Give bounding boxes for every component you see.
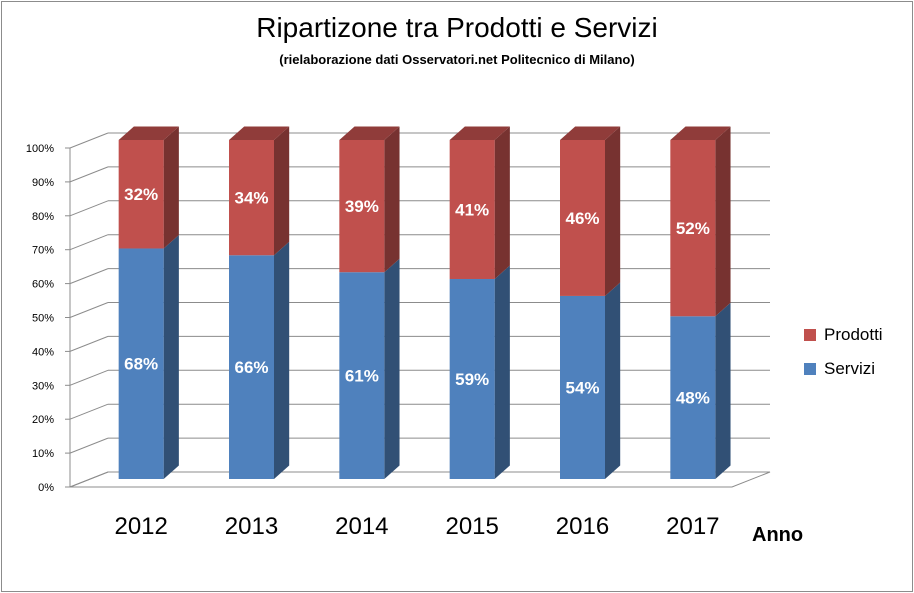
x-axis-categories: 2012 2013 2014 2015 2016 2017 xyxy=(114,513,719,540)
chart-title: Ripartizone tra Prodotti e Servizi xyxy=(256,12,658,43)
bar-side-prodotti-2017 xyxy=(715,126,731,317)
floor-outline xyxy=(69,471,771,488)
legend-label-servizi: Servizi xyxy=(824,359,876,378)
data-label-servizi-2012: 68% xyxy=(124,355,158,374)
data-label-prodotti-2013: 34% xyxy=(234,189,268,208)
bar-prodotti-2016 xyxy=(560,140,605,296)
y-tick-label: 40% xyxy=(32,346,54,358)
x-tick-label-2013: 2013 xyxy=(225,513,278,540)
y-tick-label: 70% xyxy=(32,245,54,257)
y-axis-ticks: 0% 10% 20% 30% 40% 50% 60% 70% 80% 90% 100% xyxy=(26,143,70,494)
bar-prodotti-2012 xyxy=(118,140,164,249)
y-tick-label: 30% xyxy=(32,380,54,392)
legend-item-servizi: Servizi xyxy=(804,352,883,386)
bar-prodotti-2013 xyxy=(229,140,274,256)
x-tick-label-2016: 2016 xyxy=(556,513,609,540)
y-tick-label: 20% xyxy=(32,414,54,426)
bar-top-prodotti-2014 xyxy=(339,126,400,140)
bar-servizi-2014 xyxy=(339,272,385,479)
bar-servizi-2016 xyxy=(560,295,605,479)
legend-item-prodotti: Prodotti xyxy=(804,318,883,352)
bar-side-prodotti-2016 xyxy=(605,126,621,296)
bar-side-servizi-2016 xyxy=(605,282,621,479)
bar-prodotti-2017 xyxy=(670,140,716,317)
data-label-prodotti-2016: 46% xyxy=(565,209,599,228)
y-tick-label: 100% xyxy=(26,143,54,155)
gridline-diagonal xyxy=(69,471,109,488)
gridline-diagonal xyxy=(69,369,109,386)
bar-top-prodotti-2012 xyxy=(118,126,179,140)
bar-top-prodotti-2015 xyxy=(449,126,510,140)
y-tick-label: 0% xyxy=(38,482,54,494)
bar-prodotti-2014 xyxy=(339,140,385,273)
y-tick-label: 50% xyxy=(32,313,54,325)
data-label-prodotti-2014: 39% xyxy=(345,197,379,216)
gridline-diagonal xyxy=(69,234,109,251)
bar-side-prodotti-2014 xyxy=(384,126,400,273)
data-label-prodotti-2015: 41% xyxy=(455,200,489,219)
x-tick-label-2015: 2015 xyxy=(445,513,498,540)
data-label-prodotti-2017: 52% xyxy=(676,219,710,238)
bar-top-prodotti-2016 xyxy=(560,126,621,140)
bar-side-servizi-2017 xyxy=(715,302,731,479)
y-tick-label: 60% xyxy=(32,279,54,291)
gridline-diagonal xyxy=(69,437,109,454)
chart-legend: Prodotti Servizi xyxy=(804,318,883,386)
x-tick-label-2014: 2014 xyxy=(335,513,388,540)
x-axis-label: Anno xyxy=(752,524,803,546)
legend-swatch-servizi xyxy=(804,363,816,375)
bar-side-servizi-2013 xyxy=(274,241,290,479)
chart-gridlines xyxy=(69,132,770,488)
data-label-servizi-2015: 59% xyxy=(455,370,489,389)
bar-prodotti-2015 xyxy=(449,140,495,279)
gridline-diagonal xyxy=(69,302,109,318)
x-tick-label-2017: 2017 xyxy=(666,513,719,540)
gridline-diagonal xyxy=(69,166,109,183)
y-tick-label: 80% xyxy=(32,211,54,223)
gridline-diagonal xyxy=(69,335,109,352)
data-label-servizi-2016: 54% xyxy=(565,378,599,397)
legend-swatch-prodotti xyxy=(804,329,816,341)
y-tick-label: 10% xyxy=(32,448,54,460)
bar-servizi-2013 xyxy=(229,255,274,479)
bar-top-prodotti-2013 xyxy=(229,126,290,140)
bar-side-servizi-2012 xyxy=(163,234,179,479)
data-label-servizi-2017: 48% xyxy=(676,389,710,408)
gridline-diagonal xyxy=(69,268,109,285)
bar-side-prodotti-2015 xyxy=(494,126,510,279)
bar-top-prodotti-2017 xyxy=(670,126,731,140)
bar-side-servizi-2014 xyxy=(384,258,400,479)
legend-label-prodotti: Prodotti xyxy=(824,325,883,344)
bar-side-servizi-2015 xyxy=(494,265,510,479)
x-tick-label-2012: 2012 xyxy=(114,513,167,540)
bar-servizi-2012 xyxy=(118,248,164,479)
data-label-servizi-2013: 66% xyxy=(234,358,268,377)
data-label-servizi-2014: 61% xyxy=(345,367,379,386)
gridline-diagonal xyxy=(69,403,109,420)
bar-servizi-2015 xyxy=(449,278,495,479)
bar-servizi-2017 xyxy=(670,316,716,479)
bar-side-prodotti-2013 xyxy=(274,126,290,256)
chart-bars: 68% 32% 66% 34% 61% 39% 59% 41% 54% 46% 48% 52% xyxy=(118,126,731,479)
y-tick-label: 90% xyxy=(32,177,54,189)
gridline-diagonal xyxy=(69,200,109,217)
chart-subtitle: (rielaborazione dati Osservatori.net Pol… xyxy=(279,52,635,67)
bar-side-prodotti-2012 xyxy=(163,126,179,249)
data-label-prodotti-2012: 32% xyxy=(124,185,158,204)
gridline-diagonal xyxy=(69,132,109,149)
